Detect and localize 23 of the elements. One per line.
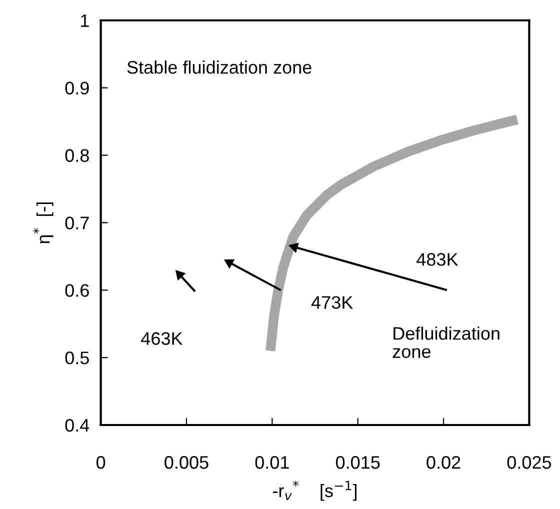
y-tick-label: 0.6 (65, 284, 89, 297)
y-tick-label: 0.4 (65, 418, 90, 432)
y-tick-label: 0.9 (65, 82, 89, 95)
annotation: Defluidization zone (392, 326, 500, 358)
y-axis-title: η$^{*}$ [-] (33, 202, 54, 244)
annotation: Stable fluidization zone (127, 60, 312, 74)
point (176, 270, 186, 280)
x-tick-label: 0.01 (255, 456, 289, 469)
y-tick-label: 0.5 (65, 352, 89, 364)
x-tick-label: 0.02 (426, 456, 460, 469)
point (289, 242, 299, 252)
x-tick-label: 0.005 (164, 456, 208, 469)
x-tick-label: 0.015 (336, 456, 380, 469)
point (224, 259, 234, 268)
text: -r$_{v}$$^{*}$ [s$^{−1}$] (273, 480, 357, 501)
y-tick-label: 1 (81, 14, 89, 27)
y-tick-label: 0.7 (65, 216, 89, 230)
x-tick-label: 0 (96, 456, 106, 469)
annotation: 463K (141, 332, 183, 345)
x-tick-label: 0.025 (507, 456, 552, 469)
annotation: 483K (416, 253, 458, 266)
annotation: 473K (311, 296, 353, 309)
y-tick-label: 0.8 (65, 149, 89, 162)
